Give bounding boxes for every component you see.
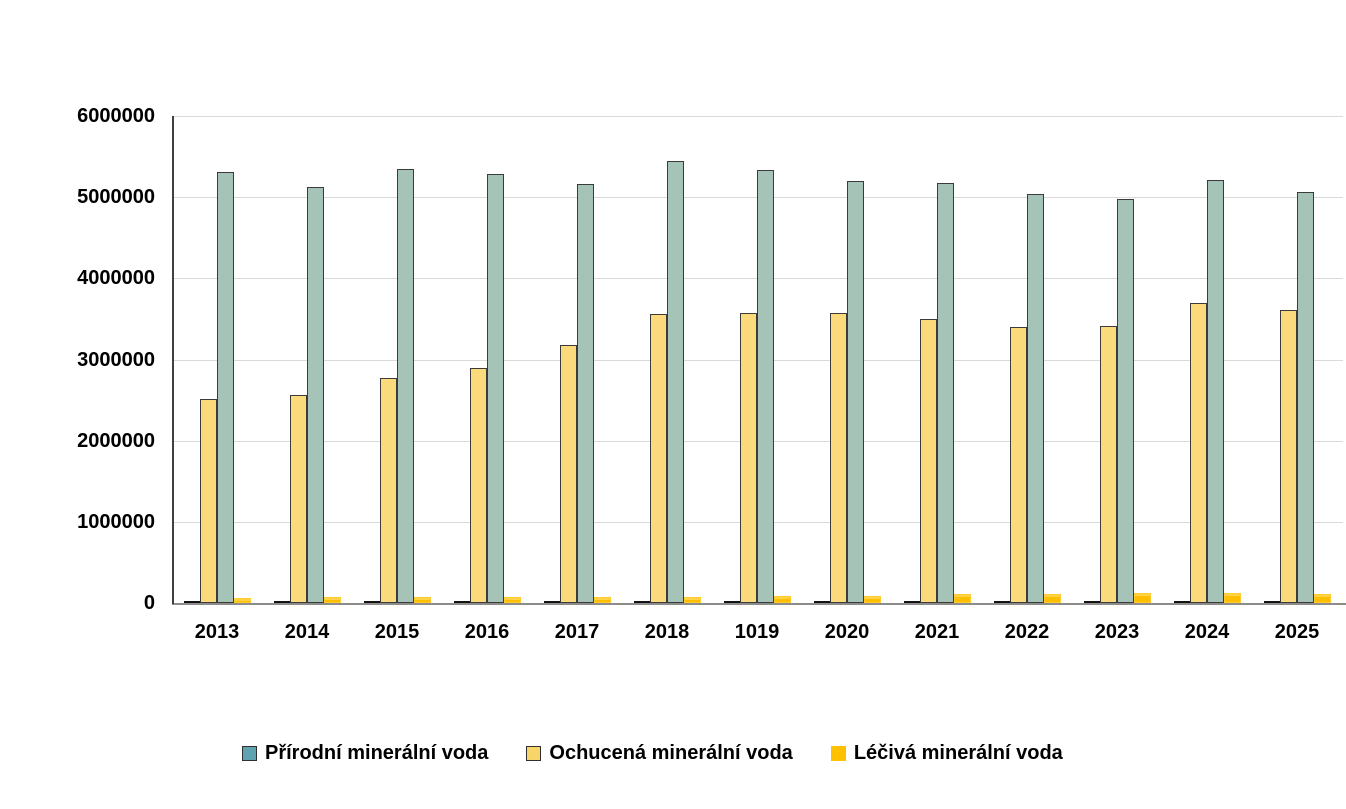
- legend-item-label: Ochucená minerální voda: [549, 742, 793, 764]
- legend-marker: [830, 746, 846, 761]
- x-axis-label: 2025: [1274, 621, 1320, 643]
- bar: [1207, 180, 1224, 603]
- bar: [650, 314, 667, 603]
- x-axis-label: 2018: [644, 621, 690, 643]
- legend-marker: [242, 746, 257, 761]
- x-axis-label: 2023: [1094, 621, 1140, 643]
- x-axis-label: 2013: [194, 621, 240, 643]
- bar: [830, 313, 847, 603]
- bar: [773, 596, 791, 603]
- bar: [863, 595, 881, 603]
- bar: [847, 180, 864, 603]
- bar: [470, 367, 487, 603]
- legend-item: Přírodní minerální voda: [242, 742, 488, 765]
- bar: [307, 186, 324, 603]
- x-axis-label: 2017: [554, 621, 600, 643]
- x-axis-label: 2021: [914, 621, 960, 643]
- bar: [683, 596, 701, 603]
- bar-stub: [1083, 600, 1101, 603]
- bar: [233, 597, 251, 603]
- x-axis-label: 2022: [1004, 621, 1050, 643]
- bar: [920, 318, 937, 603]
- bar: [1223, 593, 1241, 603]
- bar-stub: [813, 600, 831, 603]
- bar: [1313, 594, 1331, 603]
- bar: [1117, 198, 1134, 603]
- bar: [577, 184, 594, 603]
- legend-item-label: Léčivá minerální voda: [853, 742, 1063, 764]
- x-axis-label: 2020: [824, 621, 870, 643]
- bar: [397, 168, 414, 603]
- legend: Přírodní minerální voda Ochucená mineráln…: [242, 742, 1063, 765]
- bar-stub: [993, 600, 1011, 603]
- bar-stub: [273, 600, 291, 603]
- bar-stub: [453, 600, 471, 603]
- x-axis-label: 2014: [284, 621, 330, 643]
- legend-item: Ochucená minerální voda: [526, 742, 793, 765]
- bar: [487, 173, 504, 603]
- y-axis-tick-label: 1000000: [77, 510, 155, 533]
- x-axis-line: [172, 603, 1346, 605]
- bar: [217, 172, 234, 603]
- bar: [503, 597, 521, 603]
- bar-stub: [1263, 600, 1281, 603]
- bar: [593, 596, 611, 603]
- bar: [413, 597, 431, 603]
- y-axis-tick-label: 2000000: [77, 429, 155, 452]
- x-axis-label: 1019: [734, 621, 780, 643]
- bar: [1100, 326, 1117, 603]
- bar-stub: [903, 600, 921, 603]
- bar: [1133, 593, 1151, 603]
- y-axis-tick-label: 3000000: [77, 348, 155, 371]
- y-axis-tick-label: 4000000: [77, 267, 155, 290]
- bar: [667, 160, 684, 603]
- bar-stub: [723, 600, 741, 603]
- bar: [323, 597, 341, 603]
- bar: [200, 399, 217, 603]
- bar: [1043, 594, 1061, 603]
- y-axis-tick-label: 5000000: [77, 186, 155, 209]
- bar-stub: [363, 600, 381, 603]
- legend-marker: [526, 746, 542, 761]
- legend-item: Léčivá minerální voda: [830, 742, 1063, 765]
- bar-stub: [633, 600, 651, 603]
- y-axis-tick-label: 6000000: [77, 105, 155, 127]
- bar-stub: [543, 600, 561, 603]
- bar: [1297, 192, 1314, 603]
- x-axis-label: 2024: [1184, 621, 1230, 643]
- bar: [953, 593, 971, 603]
- bar-stub: [183, 600, 201, 603]
- y-axis-line: [172, 116, 174, 604]
- bar-stub: [1173, 600, 1191, 603]
- bar: [290, 395, 307, 603]
- bar: [560, 344, 577, 603]
- bar: [757, 169, 774, 603]
- bar: [1280, 309, 1297, 603]
- gridline: [173, 116, 1343, 117]
- bar: [1010, 327, 1027, 603]
- bar: [740, 313, 757, 603]
- bar: [380, 378, 397, 603]
- legend-item-label: Přírodní minerální voda: [265, 742, 489, 764]
- y-axis-tick-label: 0: [143, 592, 155, 614]
- x-axis-label: 2016: [464, 621, 510, 643]
- bar: [937, 183, 954, 603]
- bar: [1190, 302, 1207, 603]
- bar: [1027, 193, 1044, 603]
- x-axis-label: 2015: [374, 621, 420, 643]
